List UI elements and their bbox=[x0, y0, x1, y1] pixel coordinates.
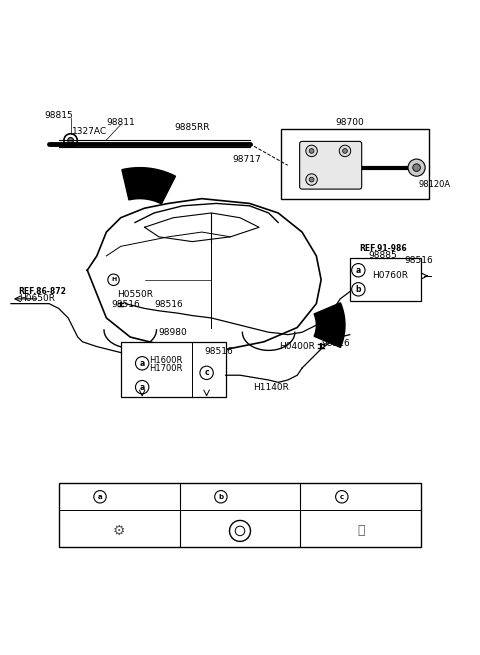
Text: 98980: 98980 bbox=[159, 328, 188, 337]
Text: 98700: 98700 bbox=[336, 118, 364, 127]
Text: a: a bbox=[98, 494, 102, 500]
Text: 98516: 98516 bbox=[204, 347, 233, 356]
Text: 98815: 98815 bbox=[44, 111, 73, 120]
FancyBboxPatch shape bbox=[120, 342, 226, 397]
Text: REF.86-872: REF.86-872 bbox=[18, 287, 66, 296]
Text: REF.91-986: REF.91-986 bbox=[360, 244, 407, 253]
Text: ⚙: ⚙ bbox=[113, 524, 125, 538]
Circle shape bbox=[408, 159, 425, 176]
Circle shape bbox=[68, 138, 73, 143]
Text: 98717: 98717 bbox=[233, 155, 262, 164]
Text: b: b bbox=[218, 494, 224, 500]
Text: H0400R: H0400R bbox=[279, 342, 315, 351]
Circle shape bbox=[309, 149, 314, 153]
Text: 1327AC: 1327AC bbox=[72, 127, 107, 136]
Text: 81199: 81199 bbox=[112, 493, 141, 501]
Text: H0760R: H0760R bbox=[372, 271, 408, 280]
Text: 98120A: 98120A bbox=[419, 180, 451, 189]
Polygon shape bbox=[314, 303, 345, 347]
Text: a: a bbox=[140, 359, 145, 368]
Text: 9885RR: 9885RR bbox=[175, 122, 210, 132]
Polygon shape bbox=[122, 168, 176, 204]
Text: 98516: 98516 bbox=[405, 256, 433, 265]
Text: 98893B: 98893B bbox=[230, 493, 264, 501]
Text: 98811: 98811 bbox=[106, 118, 135, 127]
Circle shape bbox=[309, 177, 314, 182]
Circle shape bbox=[413, 164, 420, 172]
Text: 98516: 98516 bbox=[321, 339, 350, 348]
Text: c: c bbox=[204, 368, 209, 377]
Circle shape bbox=[306, 174, 317, 185]
Text: H0550R: H0550R bbox=[117, 290, 153, 299]
Circle shape bbox=[339, 145, 351, 157]
Text: 🔩: 🔩 bbox=[357, 525, 365, 537]
Text: a: a bbox=[356, 266, 361, 274]
Text: H1600R: H1600R bbox=[149, 356, 183, 365]
Circle shape bbox=[108, 274, 119, 286]
Circle shape bbox=[343, 149, 348, 153]
FancyBboxPatch shape bbox=[300, 141, 362, 189]
Text: H1700R: H1700R bbox=[149, 364, 183, 373]
FancyBboxPatch shape bbox=[281, 130, 429, 198]
Text: 98951: 98951 bbox=[354, 493, 383, 501]
Text: c: c bbox=[340, 494, 344, 500]
Text: b: b bbox=[356, 285, 361, 294]
Circle shape bbox=[306, 145, 317, 157]
Text: H1140R: H1140R bbox=[253, 383, 289, 392]
Text: H: H bbox=[111, 277, 116, 282]
Text: 98885: 98885 bbox=[369, 252, 397, 261]
FancyBboxPatch shape bbox=[350, 258, 421, 301]
FancyBboxPatch shape bbox=[59, 483, 421, 547]
Text: 98516: 98516 bbox=[111, 300, 140, 309]
Text: H0650R: H0650R bbox=[19, 294, 55, 303]
Text: a: a bbox=[140, 383, 145, 392]
Text: 98516: 98516 bbox=[154, 300, 183, 309]
